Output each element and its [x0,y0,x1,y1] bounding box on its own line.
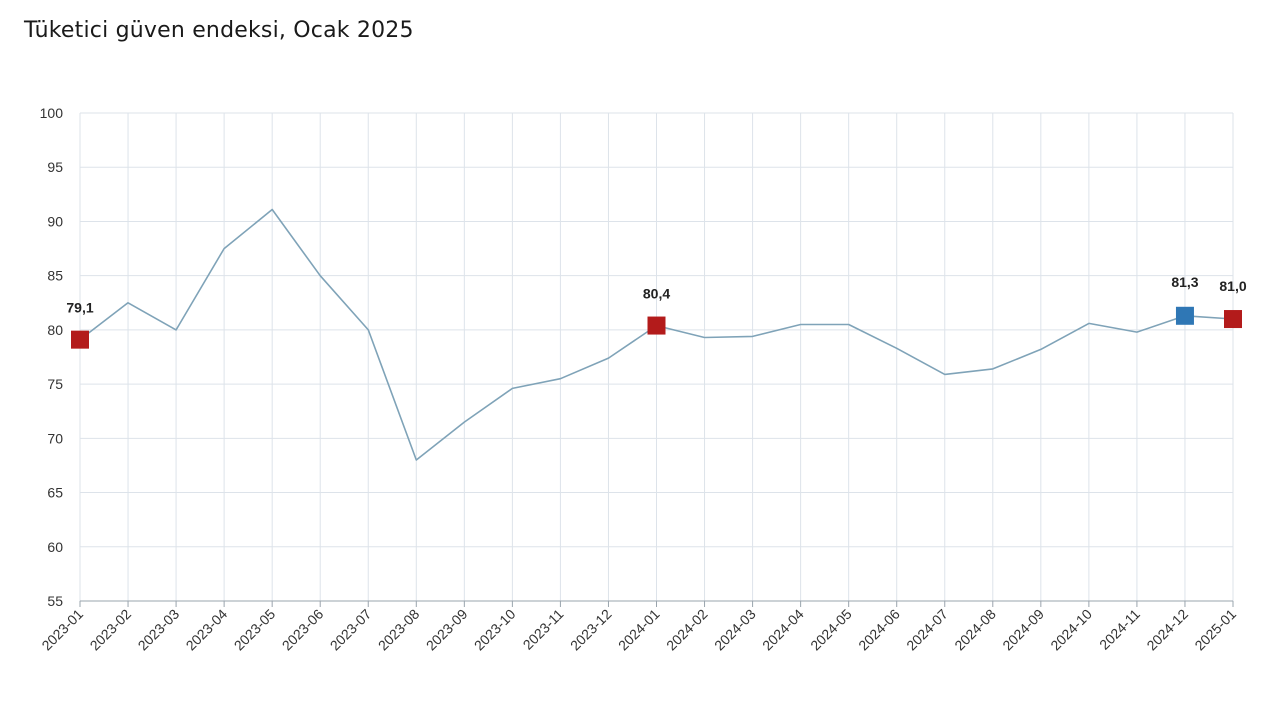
y-tick-label: 60 [47,539,63,555]
data-label: 80,4 [643,286,670,302]
y-tick-label: 95 [47,159,63,175]
data-marker [71,330,89,349]
x-tick-label: 2025-01 [1191,606,1239,654]
data-marker [647,316,666,335]
data-label-group: 79,1 80,4 81,3 81,0 [66,274,1246,316]
x-tick-label: 2024-02 [663,606,711,654]
data-label: 81,3 [1171,274,1198,290]
data-marker [1224,310,1242,329]
x-tick-label: 2024-11 [1096,606,1143,653]
data-label: 81,0 [1219,278,1246,294]
x-tick-label: 2023-10 [471,606,519,654]
x-tick-label: 2024-03 [711,606,759,654]
data-marker [1175,306,1194,325]
x-tick-label: 2023-12 [567,606,615,654]
y-tick-label: 100 [40,105,64,121]
y-axis-ticks: 55 60 65 70 75 80 85 90 95 100 [40,105,64,609]
x-tick-label: 2024-10 [1047,606,1095,654]
y-tick-label: 85 [47,268,63,284]
marker-group [71,306,1242,349]
x-axis-ticks: 2023-01 2023-02 2023-03 2023-04 2023-05 2023-… [38,606,1239,654]
x-tick-label: 2023-08 [375,606,423,654]
x-tick-label: 2024-08 [951,606,999,654]
x-tick-label: 2023-02 [87,606,135,654]
y-tick-label: 75 [47,376,63,392]
grid-lines [79,112,1234,607]
data-label: 79,1 [66,300,93,316]
x-tick-label: 2024-12 [1143,606,1191,654]
y-tick-label: 55 [47,593,63,609]
x-tick-label: 2024-09 [999,606,1047,654]
y-tick-label: 80 [47,322,63,338]
x-tick-label: 2024-06 [855,606,903,654]
x-tick-label: 2023-07 [327,606,375,654]
x-tick-label: 2023-01 [38,606,86,654]
x-tick-label: 2023-04 [183,606,231,654]
x-tick-label: 2024-01 [615,606,663,654]
x-tick-label: 2023-03 [135,606,183,654]
y-tick-label: 90 [47,213,63,229]
x-tick-label: 2024-05 [807,606,855,654]
x-tick-label: 2024-04 [759,606,807,654]
y-tick-label: 70 [47,430,63,446]
y-tick-label: 65 [47,485,63,501]
x-tick-label: 2023-05 [231,606,279,654]
x-tick-label: 2023-09 [423,606,471,654]
x-tick-label: 2023-06 [279,606,327,654]
x-tick-label: 2023-11 [520,606,567,653]
x-tick-label: 2024-07 [903,606,951,654]
chart-title: Tüketici güven endeksi, Ocak 2025 [24,18,414,43]
